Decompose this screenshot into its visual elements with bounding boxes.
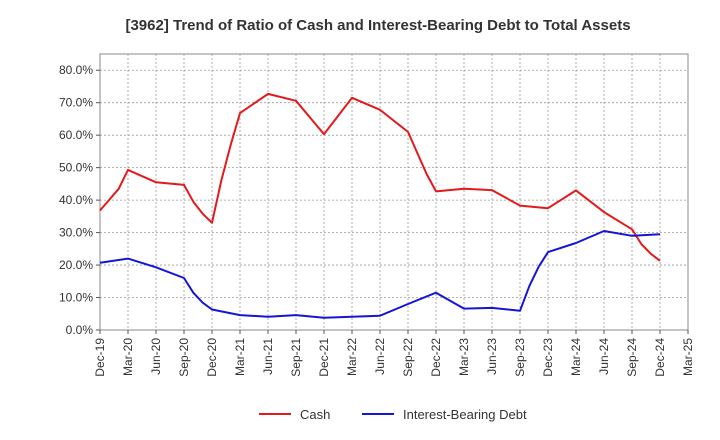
y-tick-label: 70.0% [59, 96, 93, 110]
x-tick-label: Jun-24 [597, 338, 611, 375]
y-tick-label: 60.0% [59, 128, 93, 142]
y-tick-label: 10.0% [59, 291, 93, 305]
legend-label-interest-bearing-debt: Interest-Bearing Debt [403, 407, 527, 422]
y-tick-label: 50.0% [59, 161, 93, 175]
y-tick-label: 20.0% [59, 258, 93, 272]
series-lines [99, 92, 661, 319]
plot-area [99, 53, 689, 331]
x-tick-label: Jun-21 [261, 338, 275, 375]
x-tick-label: Sep-20 [177, 338, 191, 377]
x-tick-label: Jun-20 [149, 338, 163, 375]
x-tick-label: Mar-20 [121, 338, 135, 376]
x-tick-label: Sep-23 [513, 338, 527, 377]
x-tick-label: Mar-25 [681, 338, 695, 376]
x-tick-label: Jun-22 [373, 338, 387, 375]
x-tick-label: Dec-21 [317, 338, 331, 377]
x-tick-label: Mar-23 [457, 338, 471, 376]
grid [100, 54, 688, 330]
x-tick-label: Dec-20 [205, 338, 219, 377]
x-tick-label: Sep-21 [289, 338, 303, 377]
x-tick-label: Dec-22 [429, 338, 443, 377]
chart-title: [3962] Trend of Ratio of Cash and Intere… [125, 17, 630, 34]
y-tick-label: 30.0% [59, 226, 93, 240]
x-tick-label: Mar-21 [233, 338, 247, 376]
x-tick-label: Dec-23 [541, 338, 555, 377]
y-tick-label: 80.0% [59, 63, 93, 77]
x-tick-label: Dec-19 [93, 338, 107, 377]
series-line-interest-bearing-debt [99, 230, 661, 319]
x-tick-label: Sep-24 [625, 338, 639, 377]
x-tick-label: Mar-24 [569, 338, 583, 376]
x-tick-label: Dec-24 [653, 338, 667, 377]
legend-label-cash: Cash [300, 407, 330, 422]
series-line-cash [99, 92, 661, 262]
y-tick-label: 0.0% [66, 323, 94, 337]
x-tick-label: Jun-23 [485, 338, 499, 375]
y-tick-label: 40.0% [59, 193, 93, 207]
x-tick-label: Sep-22 [401, 338, 415, 377]
x-axis: Dec-19 Mar-20 Jun-20 Sep-20 Dec-20 Mar-21 Jun-… [93, 330, 695, 377]
y-axis: 0.0% 10.0% 20.0% 30.0% 40.0% 50.0% 60.0% 70.0% 8… [59, 63, 100, 337]
legend: Cash Interest-Bearing Debt [259, 407, 527, 422]
x-tick-label: Mar-22 [345, 338, 359, 376]
